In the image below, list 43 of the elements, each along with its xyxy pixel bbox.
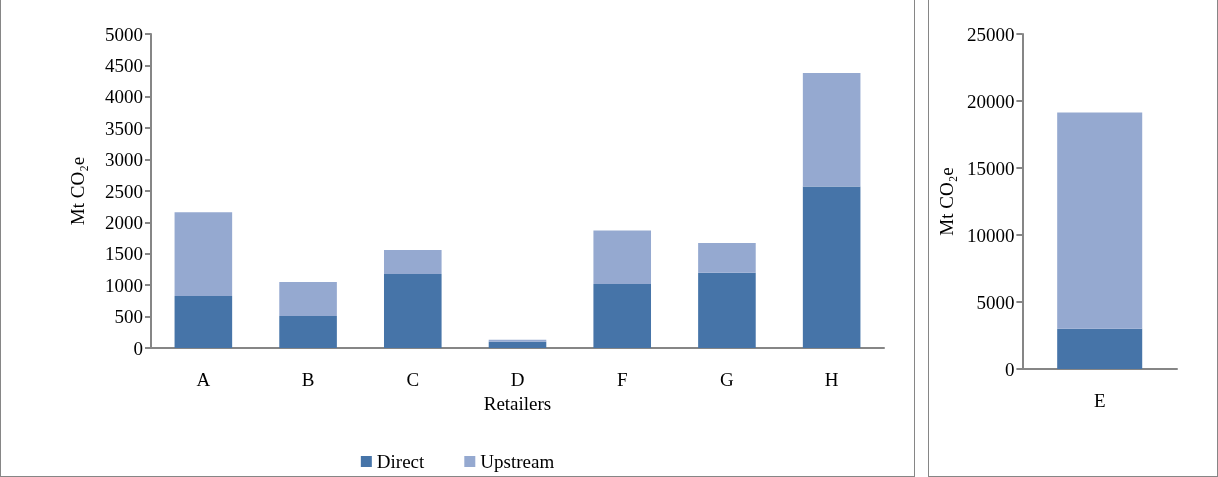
x-tick-label: G bbox=[720, 369, 735, 390]
bar bbox=[174, 295, 233, 348]
y-tick-label: 10000 bbox=[966, 224, 1015, 246]
legend-label: Direct bbox=[376, 451, 426, 472]
y-tick-label: 25000 bbox=[966, 23, 1015, 45]
y-tick-label: 3500 bbox=[105, 117, 143, 139]
y-tick-label: 1500 bbox=[105, 243, 143, 265]
bar bbox=[279, 315, 337, 348]
y-axis-title: Mt CO₂e bbox=[936, 167, 957, 236]
bar bbox=[593, 230, 652, 284]
y-tick-label: 0 bbox=[133, 337, 143, 359]
y-tick-label: 4500 bbox=[105, 54, 143, 76]
y-tick-label: 2000 bbox=[105, 211, 143, 233]
bar bbox=[279, 282, 337, 316]
y-tick-label: 1000 bbox=[105, 274, 143, 296]
x-tick-label: D bbox=[510, 369, 525, 390]
legend-label: Upstream bbox=[480, 451, 555, 472]
bar bbox=[698, 243, 756, 273]
y-tick-label: 4000 bbox=[105, 86, 143, 108]
bar bbox=[593, 283, 652, 348]
x-tick-label: F bbox=[616, 369, 628, 390]
bar bbox=[802, 72, 861, 187]
bar bbox=[174, 212, 233, 296]
bar bbox=[698, 272, 756, 348]
y-tick-label: 3000 bbox=[105, 149, 143, 171]
x-axis-title: Retailers bbox=[483, 392, 552, 414]
x-tick-label: C bbox=[406, 369, 420, 390]
bar bbox=[802, 186, 861, 348]
x-tick-label: A bbox=[196, 369, 211, 390]
bar bbox=[488, 341, 547, 348]
y-tick-label: 15000 bbox=[966, 157, 1015, 179]
y-tick-label: 5000 bbox=[976, 291, 1015, 313]
x-tick-label: E bbox=[1093, 390, 1106, 411]
bar bbox=[383, 273, 442, 348]
bar bbox=[383, 250, 442, 274]
y-tick-label: 2500 bbox=[105, 180, 143, 202]
y-tick-label: 500 bbox=[114, 306, 143, 328]
y-tick-label: 0 bbox=[1004, 358, 1015, 380]
x-tick-label: B bbox=[301, 369, 315, 390]
y-axis-title: Mt CO₂e bbox=[67, 156, 88, 226]
y-tick-label: 20000 bbox=[966, 90, 1015, 112]
y-tick-label: 5000 bbox=[105, 23, 143, 45]
x-tick-label: H bbox=[824, 369, 839, 390]
